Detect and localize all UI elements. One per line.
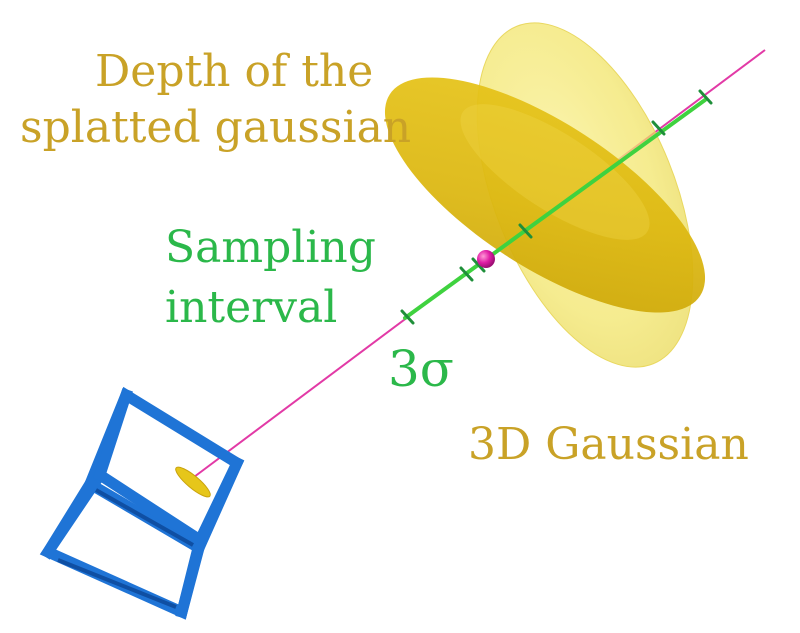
- camera-shading: [57, 488, 194, 609]
- gaussian-label: 3D Gaussian: [468, 419, 749, 470]
- sigma-label: 3σ: [388, 340, 454, 398]
- sampling-ticks: [400, 89, 713, 325]
- depth-label-line2: splatted gaussian: [20, 102, 411, 153]
- sampling-tick: [400, 309, 415, 325]
- sampling-tick: [518, 223, 533, 239]
- sampling-label-line2: interval: [165, 282, 337, 333]
- gaussian-center-icon: [477, 250, 495, 268]
- sampling-tick: [471, 257, 486, 273]
- sampling-segment: [403, 98, 707, 320]
- projected-splat-small: [175, 466, 211, 498]
- disc-highlight: [460, 104, 650, 240]
- depth-label-line1: Depth of the: [95, 46, 373, 97]
- sampling-label-line1: Sampling: [165, 222, 376, 273]
- sampling-tick: [698, 89, 713, 105]
- sampling-tick: [651, 120, 666, 136]
- sampling-tick: [459, 266, 474, 282]
- camera-frustum-icon: [39, 386, 245, 620]
- splatted-gaussian-disc: [384, 77, 706, 313]
